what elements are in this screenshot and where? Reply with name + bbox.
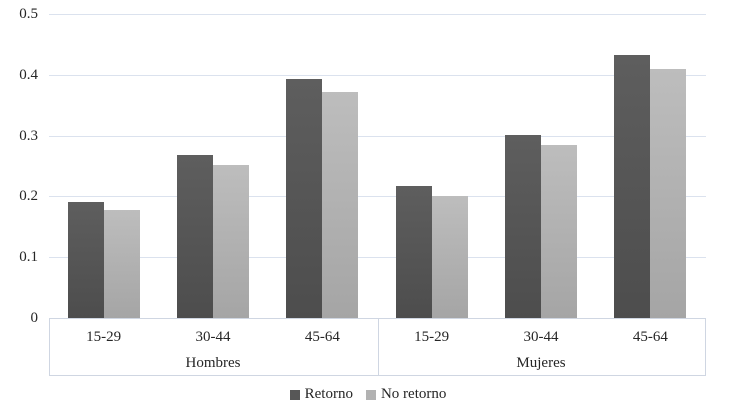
gridline — [49, 196, 706, 198]
legend: Retorno No retorno — [0, 386, 736, 403]
x-axis-category-label: 45-64 — [632, 329, 668, 345]
legend-item-no-retorno: No retorno — [365, 386, 447, 403]
x-axis-baseline — [49, 318, 706, 319]
bar-no-retorno — [650, 68, 687, 318]
gridline — [49, 74, 706, 76]
legend-label-no-retorno: No retorno — [380, 386, 447, 402]
legend-swatch-no-retorno — [365, 389, 376, 400]
y-axis-tick-label: 0.3 — [19, 127, 38, 144]
gridline — [49, 257, 706, 259]
gridline — [49, 135, 706, 137]
legend-label-retorno: Retorno — [304, 386, 353, 402]
x-axis-category-label: 45-64 — [304, 329, 340, 345]
bar-no-retorno — [213, 165, 249, 318]
bar-no-retorno — [103, 210, 140, 318]
bar-no-retorno — [322, 91, 359, 318]
axis-separator-left — [49, 318, 50, 376]
legend-swatch-retorno — [289, 389, 300, 400]
x-axis-category-label: 30-44 — [523, 329, 559, 345]
bar-retorno — [395, 186, 432, 318]
bar-retorno — [505, 134, 541, 318]
gridline — [49, 14, 706, 15]
x-axis-category-label: 15-29 — [86, 329, 122, 345]
x-axis-category-label: 15-29 — [414, 329, 450, 345]
x-axis-category-label: 30-44 — [195, 329, 231, 345]
section-label-hombres: Hombres — [185, 355, 241, 371]
axis-bottom-border — [49, 375, 706, 376]
bar-retorno — [67, 202, 104, 318]
section-label-mujeres: Mujeres — [516, 355, 566, 371]
bar-no-retorno — [541, 145, 577, 318]
bar-retorno — [177, 155, 213, 318]
bar-no-retorno — [431, 195, 468, 318]
y-axis-tick-label: 0 — [30, 310, 39, 326]
axis-separator-right — [705, 318, 706, 376]
bar-retorno — [286, 79, 323, 318]
axis-separator-middle — [378, 318, 379, 376]
bar-retorno — [614, 55, 651, 318]
y-axis-tick-label: 0.4 — [19, 66, 38, 83]
legend-item-retorno: Retorno — [289, 386, 353, 403]
y-axis-tick-label: 0.2 — [19, 188, 38, 205]
y-axis-tick-label: 0.5 — [19, 6, 38, 22]
y-axis-tick-label: 0.1 — [19, 249, 38, 266]
